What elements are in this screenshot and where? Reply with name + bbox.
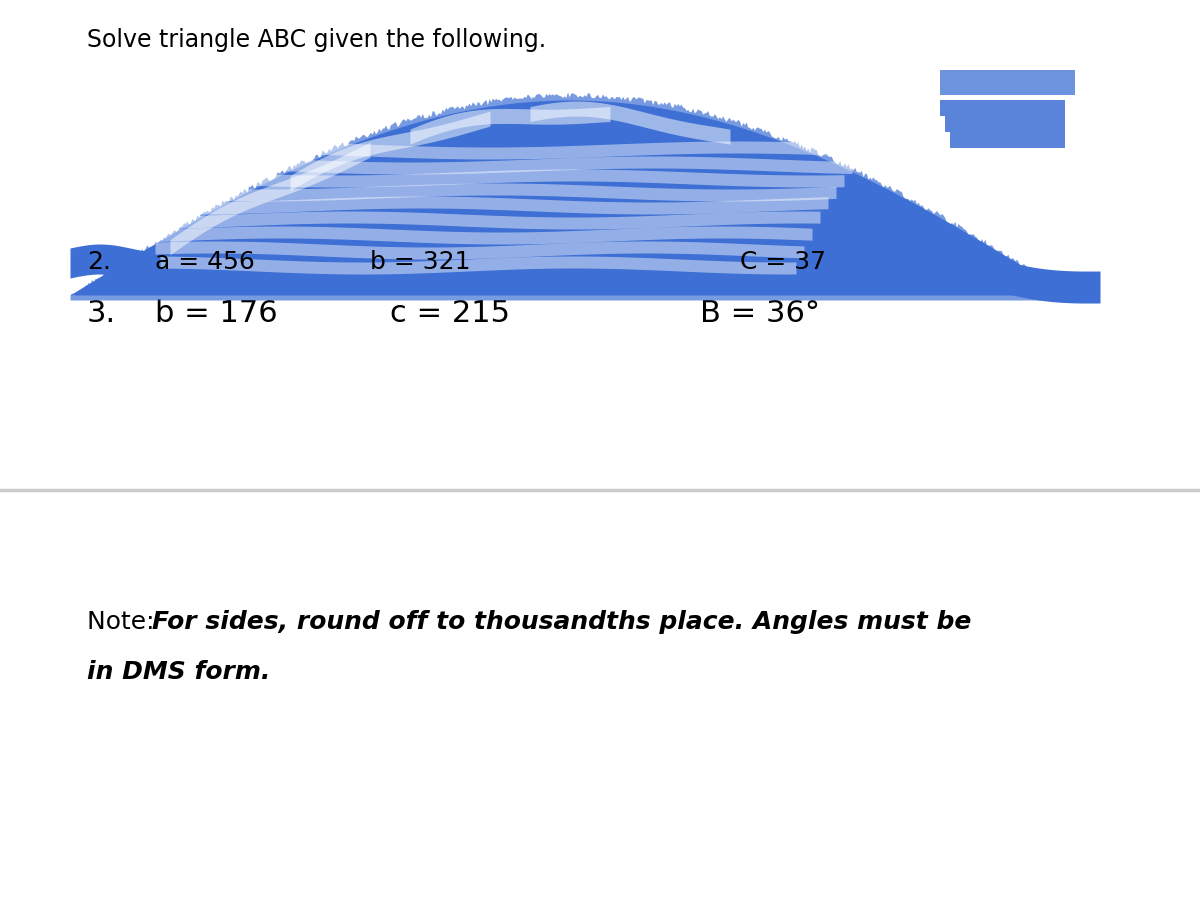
Text: C = 37: C = 37 [740, 250, 826, 274]
Text: in DMS form.: in DMS form. [88, 660, 270, 684]
Text: Note:: Note: [88, 610, 162, 634]
Text: Solve triangle ABC given the following.: Solve triangle ABC given the following. [88, 28, 546, 52]
Text: b = 321: b = 321 [370, 250, 470, 274]
Text: a = 456: a = 456 [155, 250, 254, 274]
Text: b = 176: b = 176 [155, 300, 277, 329]
Text: B = 36°: B = 36° [700, 300, 820, 329]
Bar [0, 0, 1200, 490]
Bar [0, 490, 1200, 906]
Text: c = 215: c = 215 [390, 300, 510, 329]
Text: 3.: 3. [88, 300, 116, 329]
Text: 2.: 2. [88, 250, 112, 274]
Text: For sides, round off to thousandths place. Angles must be: For sides, round off to thousandths plac… [152, 610, 971, 634]
